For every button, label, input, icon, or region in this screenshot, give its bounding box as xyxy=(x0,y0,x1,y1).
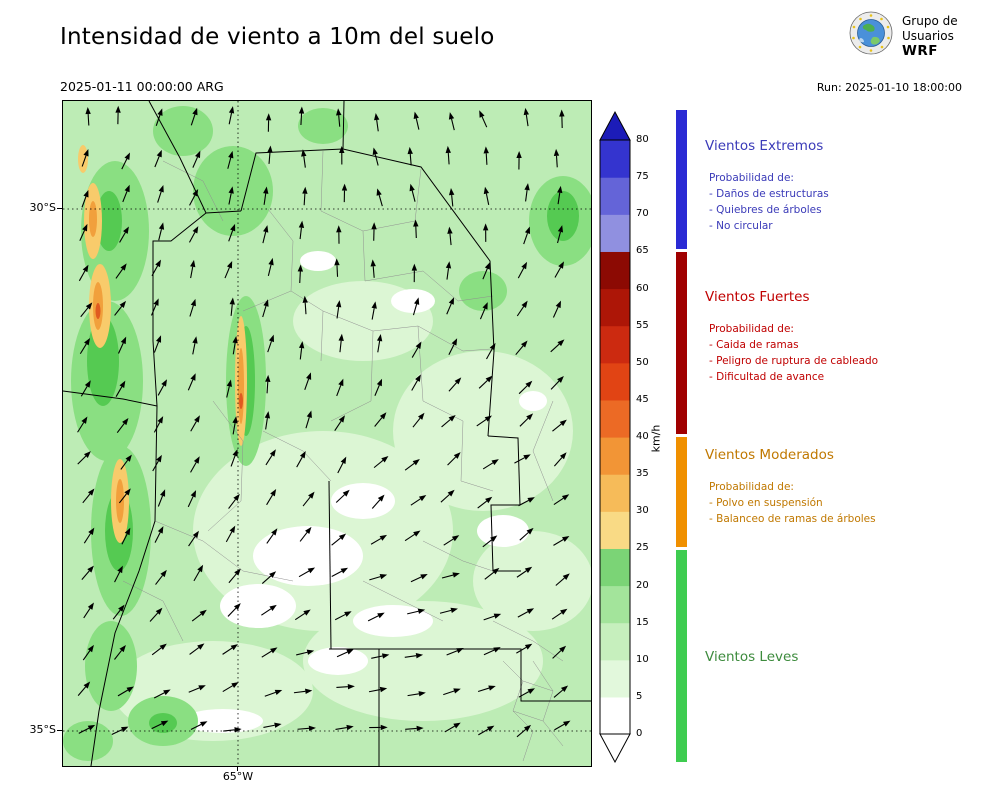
colorbar-tick-label: 70 xyxy=(636,208,649,220)
logo-text-wrf: WRF xyxy=(902,43,939,59)
colorbar-tick-label: 25 xyxy=(636,542,649,554)
colorbar xyxy=(599,110,631,764)
legend-item: - Peligro de ruptura de cableado xyxy=(709,355,879,367)
legend-strip-leves xyxy=(676,550,687,762)
legend-prob-label: Probabilidad de: xyxy=(709,481,794,493)
colorbar-unit-label: km/h xyxy=(649,424,663,453)
lat-label-30s: 30°S xyxy=(29,201,56,214)
colorbar-over-arrow xyxy=(599,110,631,141)
colorbar-tick-label: 65 xyxy=(636,245,649,257)
colorbar-tick-label: 35 xyxy=(636,468,649,480)
globe-icon xyxy=(849,11,893,55)
legend-strip-extremos xyxy=(676,110,687,249)
wrf-logo: Grupo de Usuarios WRF xyxy=(849,11,958,59)
colorbar-tick-label: 40 xyxy=(636,431,649,442)
colorbar-tick-label: 0 xyxy=(636,728,643,739)
legend-block-fuertes: Vientos Fuertes Probabilidad de: - Caida… xyxy=(705,289,985,385)
axis-tick xyxy=(57,208,62,209)
colorbar-tick-label: 80 xyxy=(636,134,649,145)
legend-item: - Balanceo de ramas de árboles xyxy=(709,513,876,525)
graticule xyxy=(63,101,591,766)
logo-text-line1: Grupo de xyxy=(902,14,958,28)
legend-title-extremos: Vientos Extremos xyxy=(705,138,824,154)
wind-map-canvas xyxy=(63,101,591,766)
legend-title-fuertes: Vientos Fuertes xyxy=(705,289,810,305)
province-boundaries xyxy=(63,101,591,766)
legend-item: - No circular xyxy=(709,220,773,232)
colorbar-under-arrow xyxy=(599,733,631,764)
colorbar-tick-label: 75 xyxy=(636,171,649,183)
wind-arrows xyxy=(77,105,571,738)
axis-tick xyxy=(57,730,62,731)
colorbar-tick-label: 20 xyxy=(636,579,649,591)
colorbar-tick-label: 45 xyxy=(636,393,649,405)
legend-strip-fuertes xyxy=(676,252,687,434)
colorbar-tick-label: 5 xyxy=(636,690,643,702)
colorbar-tick-label: 10 xyxy=(636,653,649,665)
legend-strip-moderados xyxy=(676,437,687,547)
colorbar-tick-label: 15 xyxy=(636,616,649,628)
legend-item: - Quiebres de árboles xyxy=(709,204,822,216)
legend-item: - Daños de estructuras xyxy=(709,188,829,200)
legend-title-leves: Vientos Leves xyxy=(705,649,799,665)
wind-map xyxy=(62,100,592,767)
lat-label-35s: 35°S xyxy=(29,723,56,736)
run-datetime: Run: 2025-01-10 18:00:00 xyxy=(816,81,962,94)
colorbar-tick-label: 55 xyxy=(636,319,649,331)
legend-title-moderados: Vientos Moderados xyxy=(705,447,834,463)
legend-prob-label: Probabilidad de: xyxy=(709,172,794,184)
logo-text-line2: Usuarios xyxy=(902,29,954,43)
legend-block-extremos: Vientos Extremos Probabilidad de: - Daño… xyxy=(705,138,985,234)
colorbar-tick-label: 30 xyxy=(636,505,649,517)
legend-block-moderados: Vientos Moderados Probabilidad de: - Pol… xyxy=(705,447,985,527)
legend-prob-label: Probabilidad de: xyxy=(709,323,794,335)
colorbar-tick-label: 50 xyxy=(636,356,649,368)
lon-label-65w: 65°W xyxy=(222,770,254,783)
valid-datetime: 2025-01-11 00:00:00 ARG xyxy=(60,79,224,94)
axis-tick xyxy=(237,766,238,771)
page-title: Intensidad de viento a 10m del suelo xyxy=(60,24,495,50)
colorbar-tick-label: 60 xyxy=(636,282,649,294)
legend-item: - Caida de ramas xyxy=(709,339,799,351)
legend-item: - Dificultad de avance xyxy=(709,371,825,383)
legend-item: - Polvo en suspensión xyxy=(709,497,823,509)
legend-block-leves: Vientos Leves xyxy=(705,649,985,665)
